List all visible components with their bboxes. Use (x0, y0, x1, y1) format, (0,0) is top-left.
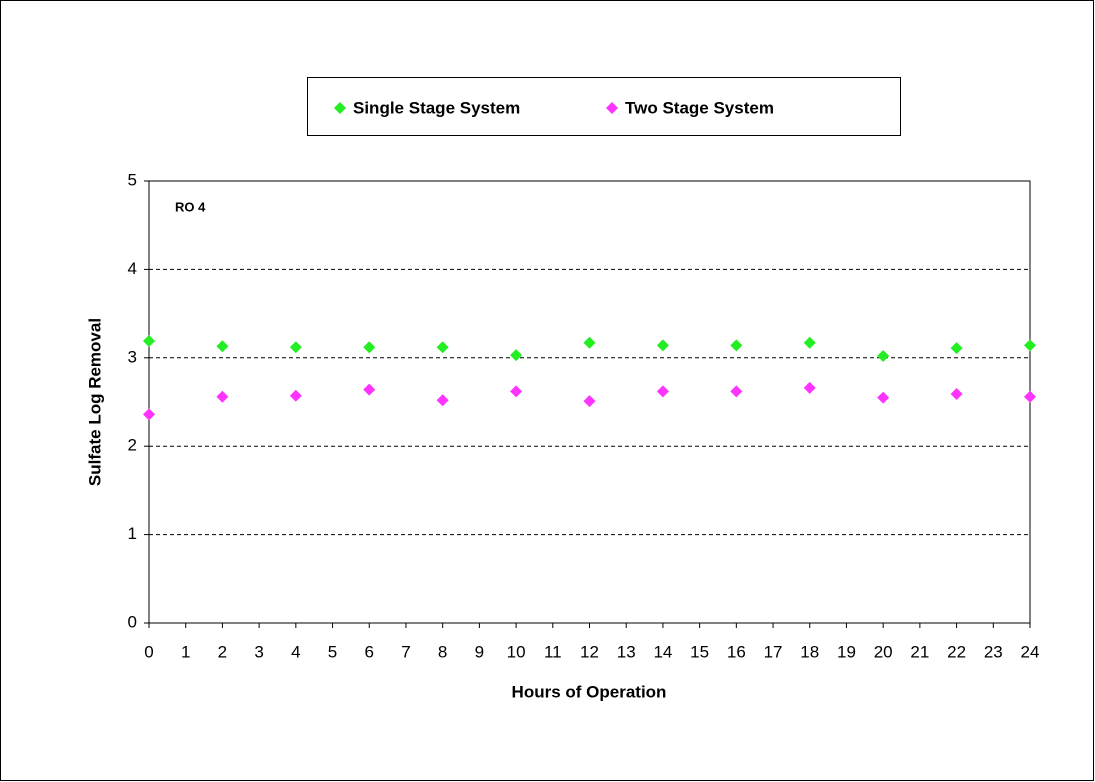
legend-label: Single Stage System (353, 98, 520, 117)
x-tick-label: 16 (727, 642, 746, 661)
point (1024, 339, 1036, 352)
point (363, 383, 376, 396)
x-tick-label: 3 (254, 642, 263, 661)
x-tick-label: 6 (365, 642, 374, 661)
y-tick-label: 1 (128, 524, 137, 543)
annotation: RO 4 (175, 199, 206, 214)
x-tick-label: 17 (764, 642, 783, 661)
point (730, 339, 743, 352)
point (950, 342, 963, 355)
x-tick-label: 18 (800, 642, 819, 661)
point (363, 341, 376, 354)
y-tick-label: 4 (128, 259, 137, 278)
x-tick-label: 7 (401, 642, 410, 661)
x-tick-label: 11 (544, 642, 562, 661)
x-tick-label: 2 (218, 642, 227, 661)
point (950, 388, 963, 401)
point (803, 336, 816, 349)
legend-label: Two Stage System (625, 98, 774, 117)
point (510, 385, 523, 398)
x-tick-label: 23 (984, 642, 1003, 661)
point (656, 339, 669, 352)
x-tick-label: 4 (291, 642, 300, 661)
point (143, 408, 155, 421)
point (216, 340, 229, 353)
x-tick-label: 0 (144, 642, 153, 661)
point (877, 350, 890, 363)
point (143, 335, 155, 348)
x-tick-label: 12 (580, 642, 599, 661)
x-tick-label: 9 (475, 642, 484, 661)
x-tick-label: 13 (617, 642, 636, 661)
x-tick-label: 21 (910, 642, 929, 661)
x-tick-label: 8 (438, 642, 447, 661)
x-tick-label: 15 (690, 642, 709, 661)
point (803, 381, 816, 394)
legend-marker (334, 102, 346, 114)
x-tick-label: 22 (947, 642, 966, 661)
x-tick-label: 19 (837, 642, 856, 661)
y-tick-label: 0 (128, 612, 137, 631)
point (1024, 390, 1036, 403)
point (436, 394, 449, 407)
x-tick-label: 24 (1021, 642, 1040, 661)
x-tick-label: 1 (181, 642, 190, 661)
y-axis-label: Sulfate Log Removal (85, 318, 104, 486)
point (656, 385, 669, 398)
point (289, 389, 302, 402)
x-axis-label: Hours of Operation (512, 682, 667, 701)
legend-marker (606, 102, 618, 114)
point (216, 390, 229, 403)
legend-box (307, 77, 901, 136)
x-tick-label: 5 (328, 642, 337, 661)
y-tick-label: 3 (128, 347, 137, 366)
y-tick-label: 5 (128, 170, 137, 189)
x-tick-label: 10 (507, 642, 526, 661)
point (583, 395, 596, 408)
x-tick-label: 14 (653, 642, 672, 661)
y-tick-label: 2 (128, 436, 137, 455)
point (436, 341, 449, 354)
point (730, 385, 743, 398)
point (877, 391, 890, 404)
x-tick-label: 20 (874, 642, 893, 661)
point (510, 349, 523, 362)
point (289, 341, 302, 354)
point (583, 336, 596, 349)
